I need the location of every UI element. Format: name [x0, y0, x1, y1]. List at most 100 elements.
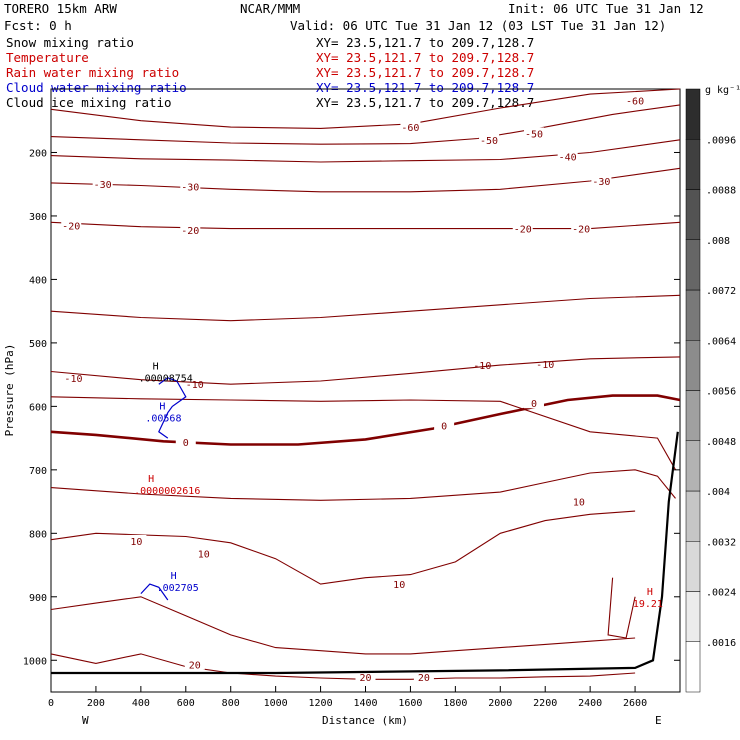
- contour-label: -10: [536, 360, 554, 371]
- contour-label: -40: [559, 152, 577, 163]
- contour-label: -20: [62, 221, 80, 232]
- east-label: E: [655, 714, 662, 727]
- plot-layer: -60 -60 -50 -50 -40 -30 -30 -30 -20 -20 -20 -20 -10 -…: [50, 88, 681, 684]
- contour-label-bg: [512, 222, 533, 234]
- temperature-contour: [50, 167, 681, 193]
- field-cloud-ice: Cloud ice mixing ratio: [6, 95, 172, 110]
- contour-label: -30: [94, 180, 112, 191]
- x-tick-label: 1400: [353, 698, 377, 709]
- y-tick-label: 800: [29, 529, 47, 540]
- x-tick-label: 1200: [309, 698, 333, 709]
- contour-label-bg: [389, 578, 410, 590]
- contour-label-bg: [63, 371, 84, 383]
- colorbar-label: .004: [706, 487, 730, 498]
- contour-label-bg: [571, 222, 592, 234]
- contour-label: -30: [181, 183, 199, 194]
- contour-label: 0: [441, 421, 447, 432]
- colorbar-label: .0088: [706, 186, 736, 197]
- x-tick-label: 2600: [623, 698, 647, 709]
- x-tick-label: 1000: [264, 698, 288, 709]
- colorbar-label: .0024: [706, 588, 736, 599]
- colorbar-swatch: [685, 541, 701, 592]
- colorbar-unit: g kg⁻¹: [705, 85, 740, 96]
- temperature-contour: [50, 104, 681, 145]
- field-cloud-water-xy: XY= 23.5,121.7 to 209.7,128.7: [316, 80, 534, 95]
- contour-label: -60: [401, 123, 419, 134]
- contour-label-bg: [523, 127, 544, 139]
- colorbar-swatch: [685, 139, 701, 190]
- temperature-contour: [50, 596, 636, 655]
- valid-time: Valid: 06 UTC Tue 31 Jan 12 (03 LST Tue …: [290, 18, 666, 33]
- colorbar-label: .0056: [706, 387, 736, 398]
- colorbar-swatch: [685, 340, 701, 391]
- y-tick-label: 500: [29, 339, 47, 350]
- colorbar-swatch: [685, 490, 701, 542]
- x-tick-label: 1800: [443, 698, 467, 709]
- x-tick-label: 1600: [398, 698, 422, 709]
- contour-label-bg: [568, 495, 589, 507]
- colorbar-label: .0016: [706, 638, 736, 649]
- contour-label: -20: [181, 226, 199, 237]
- x-tick-label: 400: [132, 698, 150, 709]
- contour-label: -10: [64, 374, 82, 385]
- plot-frame: [50, 88, 681, 693]
- contour-label: -50: [525, 129, 543, 140]
- y-tick-label: 900: [29, 593, 47, 604]
- contour-label-bg: [625, 94, 646, 106]
- contour-label: -20: [572, 225, 590, 236]
- temperature-contour: [50, 396, 676, 471]
- x-tick-label: 2000: [488, 698, 512, 709]
- contour-label-bg: [523, 397, 544, 409]
- contour-label-bg: [400, 121, 421, 133]
- colorbar: .0016 .0024 .0032 .004 .0048 .0056 .0064 .0072.…: [685, 88, 736, 693]
- contour-label: -10: [186, 380, 204, 391]
- contour-label-bg: [535, 357, 556, 369]
- colorbar-label: .0096: [706, 135, 736, 146]
- temperature-contour: [50, 356, 681, 385]
- temperature-contour: [50, 139, 681, 163]
- field-cloud-ice-xy: XY= 23.5,121.7 to 209.7,128.7: [316, 95, 534, 110]
- max-marker: H: [647, 587, 653, 598]
- colorbar-swatch: [685, 189, 701, 240]
- colorbar-label: .0032: [706, 537, 736, 548]
- max-marker: H: [153, 361, 159, 372]
- contour-label-bg: [180, 223, 201, 235]
- colorbar-swatch: [685, 289, 701, 341]
- y-tick-label: 1000: [23, 656, 47, 667]
- max-value: .0000002616: [134, 486, 200, 497]
- colorbar-swatch: [685, 440, 701, 492]
- contour-label: -60: [626, 96, 644, 107]
- field-rain-xy: XY= 23.5,121.7 to 209.7,128.7: [316, 65, 534, 80]
- contour-label-bg: [184, 658, 205, 670]
- y-axis-label: Pressure (hPa): [3, 344, 16, 437]
- field-temperature-xy: XY= 23.5,121.7 to 209.7,128.7: [316, 50, 534, 65]
- contour-label-bg: [413, 670, 434, 682]
- contour-label: 10: [198, 550, 210, 561]
- y-tick-label: 400: [29, 275, 47, 286]
- x-tick-label: 2400: [578, 698, 602, 709]
- field-rain: Rain water mixing ratio: [6, 65, 179, 80]
- terrain-line: [51, 431, 679, 675]
- y-tick-label: 600: [29, 402, 47, 413]
- x-tick-label: 600: [177, 698, 195, 709]
- colorbar-swatch: [685, 88, 701, 140]
- max-marker: H: [171, 571, 177, 582]
- org-label: NCAR/MMM: [240, 1, 300, 16]
- field-cloud-water: Cloud water mixing ratio: [6, 80, 187, 95]
- contour-label: 0: [531, 399, 537, 410]
- contour-label-bg: [184, 378, 205, 390]
- contour-label: 20: [189, 661, 201, 672]
- colorbar-label: .0064: [706, 336, 736, 347]
- colorbar-label: .0072: [706, 286, 736, 297]
- contour-label-bg: [557, 150, 578, 162]
- contour-label-bg: [479, 133, 500, 145]
- max-value: 19.21: [633, 599, 663, 610]
- init-time: Init: 06 UTC Tue 31 Jan 12: [508, 1, 704, 16]
- contour-label-bg: [355, 670, 376, 682]
- y-tick-label: 700: [29, 466, 47, 477]
- temperature-contour: [50, 469, 676, 501]
- contour-label: -20: [514, 225, 532, 236]
- contour-label-bg: [472, 359, 493, 371]
- temperature-contour: [50, 394, 681, 446]
